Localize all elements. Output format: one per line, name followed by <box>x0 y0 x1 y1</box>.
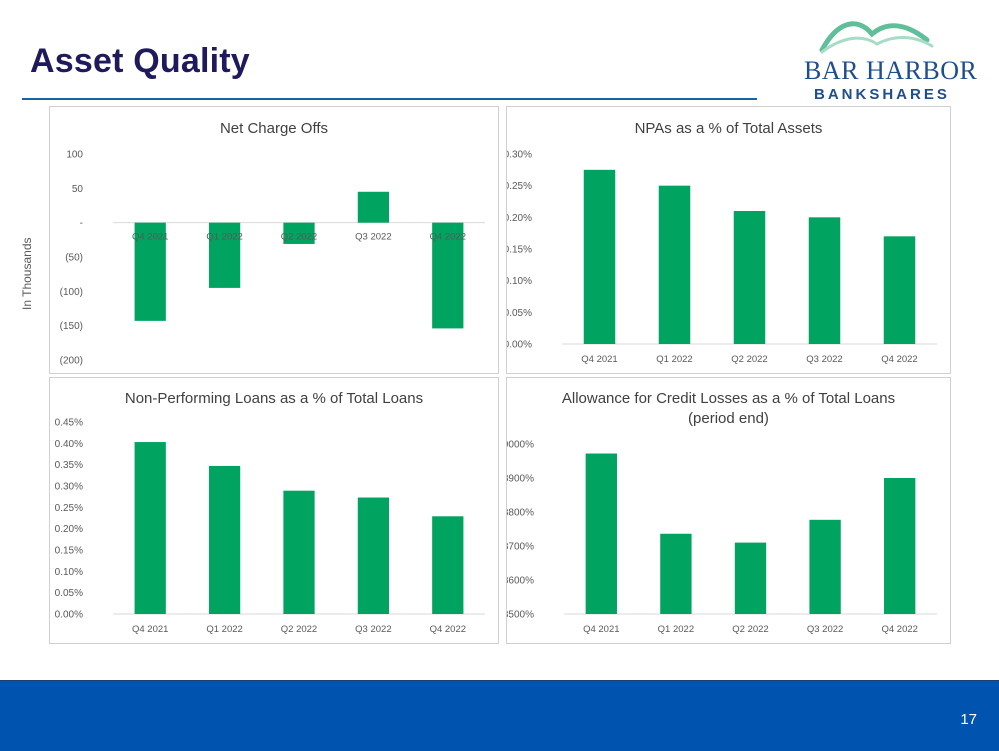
y-tick-label: (200) <box>60 356 83 367</box>
y-tick-label: 0.45% <box>55 418 83 429</box>
y-tick-label: 0.30% <box>507 150 532 161</box>
x-tick-label: Q4 2022 <box>881 624 917 635</box>
chart-panel-acl: Allowance for Credit Losses as a % of To… <box>506 377 951 644</box>
bar <box>660 533 692 614</box>
y-axis-title-in-thousands: In Thousands <box>20 237 34 311</box>
x-tick-label: Q3 2022 <box>807 624 843 635</box>
y-tick-label: 0.25% <box>507 181 532 192</box>
bar <box>357 497 390 614</box>
x-tick-label: Q4 2022 <box>430 232 466 243</box>
x-tick-label: Q4 2021 <box>132 624 168 635</box>
y-tick-label: (50) <box>65 253 83 264</box>
logo-text-bankshares: BANKSHARES <box>814 86 950 103</box>
y-tick-label: 0.8900% <box>507 474 534 485</box>
x-tick-label: Q4 2022 <box>881 354 917 365</box>
x-tick-label: Q3 2022 <box>355 232 391 243</box>
y-tick-label: 0.8500% <box>507 610 534 621</box>
x-tick-label: Q1 2022 <box>656 354 692 365</box>
bar <box>208 222 241 288</box>
page-number: 17 <box>960 711 977 728</box>
chart-panel-net-charge-offs: Net Charge Offs 100 50 - (50) (100) (150) (200)… <box>49 106 499 374</box>
bar <box>134 442 166 614</box>
bar <box>658 185 691 344</box>
y-tick-label: 0.9000% <box>507 440 534 451</box>
y-tick-label: 0.15% <box>55 546 83 557</box>
y-tick-label: 0.8600% <box>507 576 534 587</box>
y-tick-label: 0.8700% <box>507 542 534 553</box>
footer-bar: 17 <box>0 680 999 751</box>
bar <box>808 217 841 344</box>
bar <box>134 222 166 321</box>
bar <box>733 211 766 344</box>
chart-title: NPAs as a % of Total Assets <box>635 120 823 137</box>
y-tick-label: 0.10% <box>55 567 83 578</box>
x-tick-label: Q1 2022 <box>658 624 694 635</box>
bar <box>734 542 767 614</box>
page-title: Asset Quality <box>30 42 250 80</box>
y-tick-label: 0.40% <box>55 439 83 450</box>
x-tick-label: Q4 2021 <box>132 232 168 243</box>
chart-npas-total-assets: NPAs as a % of Total Assets 0.30% 0.25% 0.2… <box>507 120 937 365</box>
chart-title: Non-Performing Loans as a % of Total Loa… <box>125 390 423 407</box>
bar <box>283 222 315 244</box>
x-tick-label: Q4 2021 <box>583 624 619 635</box>
logo-text-bar-harbor: BAR HARBOR <box>804 56 978 85</box>
chart-panel-npl: Non-Performing Loans as a % of Total Loa… <box>49 377 499 644</box>
bar <box>809 519 841 614</box>
title-divider <box>22 98 757 100</box>
x-tick-label: Q1 2022 <box>206 232 242 243</box>
y-tick-label: 0.05% <box>55 588 83 599</box>
chart-acl-total-loans: Allowance for Credit Losses as a % of To… <box>507 390 937 635</box>
y-tick-label: 0.00% <box>507 340 532 351</box>
bar-harbor-logo: BAR HARBOR BANKSHARES <box>792 12 977 103</box>
y-tick-label: 0.8800% <box>507 508 534 519</box>
chart-title: Allowance for Credit Losses as a % of To… <box>562 390 895 407</box>
chart-panel-npas: NPAs as a % of Total Assets 0.30% 0.25% 0.2… <box>506 106 951 374</box>
y-tick-label: 0.05% <box>507 308 532 319</box>
y-tick-label: 0.15% <box>507 245 532 256</box>
x-tick-label: Q2 2022 <box>732 624 768 635</box>
x-tick-label: Q1 2022 <box>206 624 242 635</box>
chart-npl-total-loans: Non-Performing Loans as a % of Total Loa… <box>55 390 485 635</box>
bar <box>432 222 464 329</box>
bar <box>283 490 315 614</box>
bar <box>208 465 241 614</box>
y-tick-label: 0.00% <box>55 610 83 621</box>
y-tick-label: 0.35% <box>55 460 83 471</box>
y-tick-label: 0.20% <box>507 213 532 224</box>
bar <box>583 169 616 344</box>
y-tick-label: (100) <box>60 287 83 298</box>
x-tick-label: Q2 2022 <box>731 354 767 365</box>
y-tick-label: 100 <box>66 150 83 161</box>
y-tick-label: (150) <box>60 321 83 332</box>
x-tick-label: Q4 2021 <box>581 354 617 365</box>
chart-title: Net Charge Offs <box>220 120 328 137</box>
bar <box>432 516 464 614</box>
x-tick-label: Q3 2022 <box>806 354 842 365</box>
x-tick-label: Q2 2022 <box>281 624 317 635</box>
x-tick-label: Q4 2022 <box>430 624 466 635</box>
y-tick-label: 50 <box>72 184 84 195</box>
y-tick-label: 0.25% <box>55 503 83 514</box>
x-tick-label: Q3 2022 <box>355 624 391 635</box>
bar <box>357 191 390 223</box>
logo-wave-icon <box>819 21 934 54</box>
y-tick-label: - <box>80 218 83 229</box>
y-tick-label: 0.30% <box>55 482 83 493</box>
bar <box>884 478 916 614</box>
chart-subtitle: (period end) <box>688 410 769 427</box>
y-tick-label: 0.10% <box>507 276 532 287</box>
x-tick-label: Q2 2022 <box>281 232 317 243</box>
bar <box>883 236 916 344</box>
chart-net-charge-offs: Net Charge Offs 100 50 - (50) (100) (150) (200)… <box>60 120 485 367</box>
bar <box>585 453 617 614</box>
y-tick-label: 0.20% <box>55 524 83 535</box>
